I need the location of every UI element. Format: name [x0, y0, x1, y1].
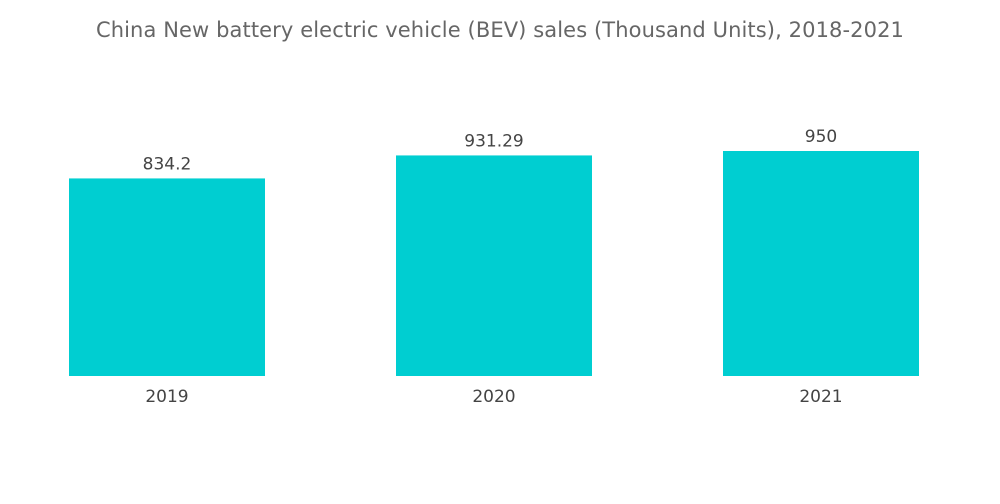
- chart-title: China New battery electric vehicle (BEV)…: [95, 18, 905, 42]
- data-label-2021: 950: [805, 127, 837, 147]
- data-label-2020: 931.29: [464, 131, 523, 151]
- bar-2021: [723, 151, 919, 376]
- x-tick-label-2020: 2020: [472, 387, 515, 407]
- data-label-2019: 834.2: [143, 154, 192, 174]
- x-tick-label-2019: 2019: [145, 387, 188, 407]
- bar-2019: [69, 178, 265, 376]
- x-tick-label-2021: 2021: [799, 387, 842, 407]
- bar-2020: [396, 155, 592, 376]
